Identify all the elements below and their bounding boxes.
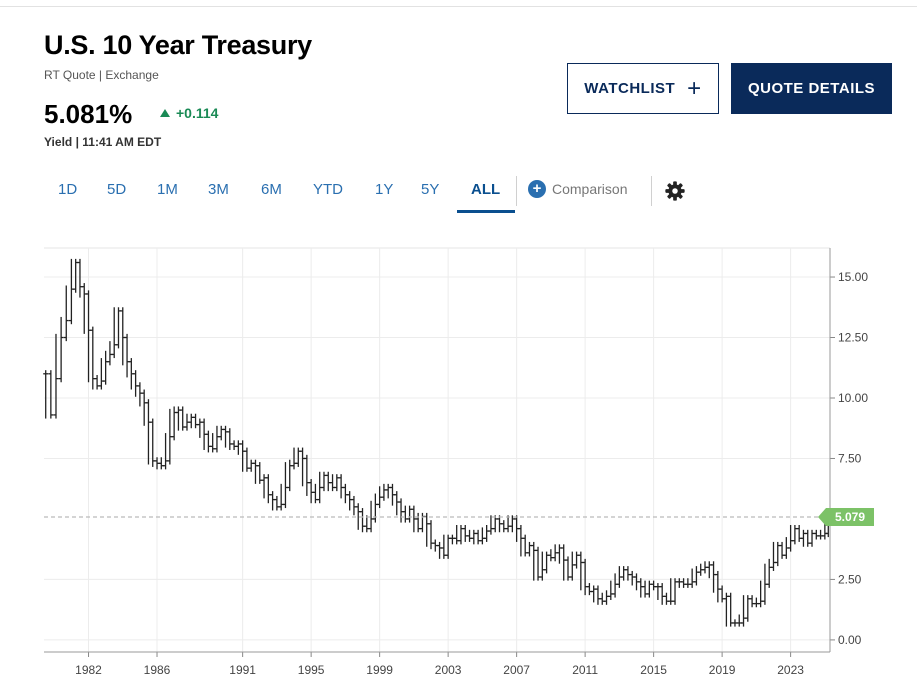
- yield-chart[interactable]: 1982 1986 1991 1995 1999 2003 2007 2011 2015 2019…: [0, 246, 917, 696]
- tab-1y[interactable]: 1Y: [375, 181, 394, 198]
- tab-6m[interactable]: 6M: [261, 181, 282, 198]
- comparison-label: Comparison: [552, 181, 628, 197]
- quote-details-button[interactable]: QUOTE DETAILS: [731, 63, 892, 114]
- x-tick-label: 1995: [298, 663, 325, 677]
- y-tick-label: 0.00: [838, 633, 862, 647]
- tab-all[interactable]: ALL: [471, 181, 501, 198]
- top-divider: [0, 6, 917, 7]
- range-tabs: 1D 5D 1M 3M 6M YTD 1Y 5Y ALL: [0, 176, 917, 214]
- x-tick-label: 2011: [572, 663, 598, 677]
- comparison-button[interactable]: + Comparison: [528, 180, 627, 198]
- x-tick-label: 1999: [366, 663, 393, 677]
- active-tab-indicator: [457, 210, 515, 213]
- y-tick-label: 12.50: [838, 331, 868, 345]
- x-tick-label: 1991: [229, 663, 256, 677]
- page-title: U.S. 10 Year Treasury: [44, 30, 312, 60]
- tab-3m[interactable]: 3M: [208, 181, 229, 198]
- y-tick-label: 15.00: [838, 270, 868, 284]
- gear-icon[interactable]: [664, 180, 686, 202]
- last-value-flag: [818, 508, 874, 527]
- tab-1d[interactable]: 1D: [58, 181, 78, 198]
- quote-source: RT Quote | Exchange: [44, 68, 159, 82]
- tab-separator-2: [651, 176, 652, 206]
- tab-5y[interactable]: 5Y: [421, 181, 440, 198]
- last-value-label: 5.079: [835, 510, 865, 524]
- x-tick-label: 2023: [777, 663, 804, 677]
- add-circle-icon: +: [528, 180, 546, 198]
- tab-ytd[interactable]: YTD: [313, 181, 343, 198]
- plus-icon: +: [687, 74, 702, 102]
- yield-change: +0.114: [160, 105, 218, 121]
- y-tick-label: 7.50: [838, 451, 862, 465]
- watchlist-label: WATCHLIST: [584, 80, 676, 97]
- tab-separator: [516, 176, 517, 206]
- x-tick-label: 2003: [435, 663, 462, 677]
- current-yield: 5.081%: [44, 99, 133, 129]
- x-tick-label: 2015: [640, 663, 667, 677]
- tab-5d[interactable]: 5D: [107, 181, 127, 198]
- y-tick-label: 2.50: [838, 572, 862, 586]
- y-tick-label: 10.00: [838, 391, 868, 405]
- watchlist-button[interactable]: WATCHLIST +: [567, 63, 719, 114]
- yield-timestamp: Yield | 11:41 AM EDT: [44, 135, 162, 149]
- quote-details-label: QUOTE DETAILS: [747, 80, 876, 97]
- x-tick-label: 1986: [144, 663, 171, 677]
- tab-1m[interactable]: 1M: [157, 181, 178, 198]
- x-tick-label: 1982: [75, 663, 102, 677]
- up-arrow-icon: [160, 109, 170, 117]
- x-tick-label: 2007: [503, 663, 530, 677]
- x-tick-label: 2019: [709, 663, 736, 677]
- yield-change-value: +0.114: [176, 105, 219, 121]
